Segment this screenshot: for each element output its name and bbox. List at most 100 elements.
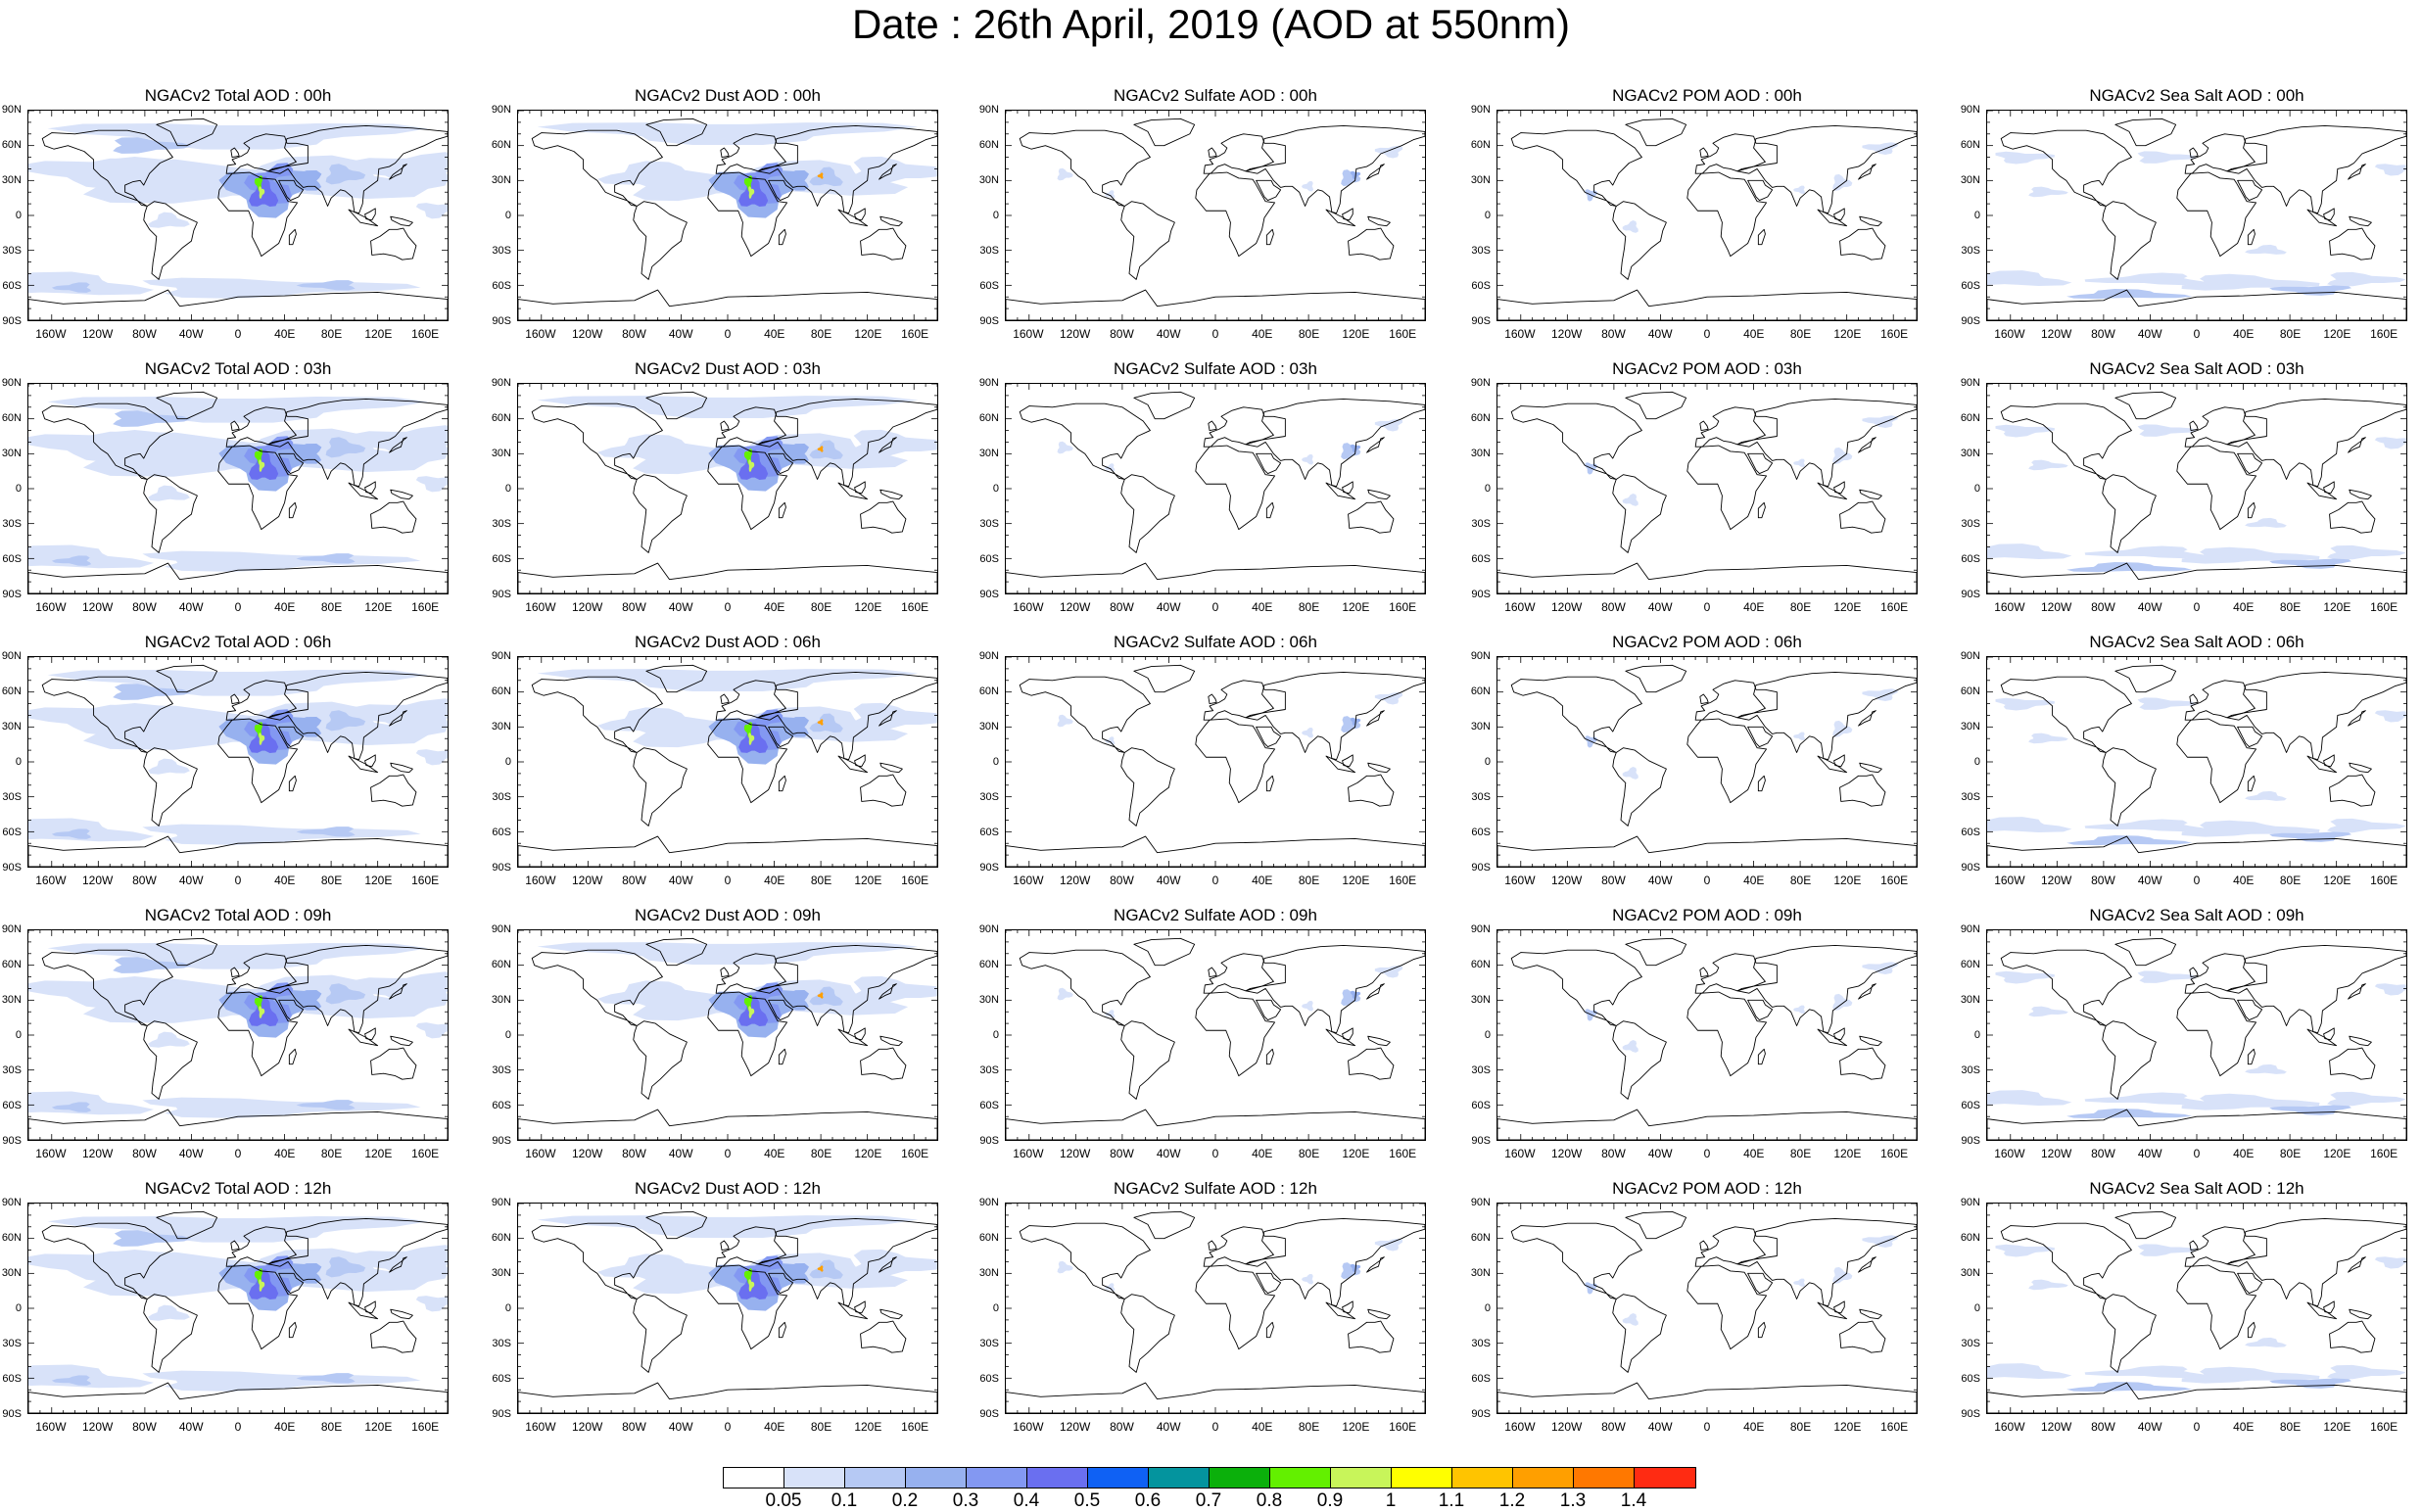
aod-blob [347,1245,448,1283]
lon-label: 160W [1013,1420,1044,1434]
aod-field [1057,418,1403,472]
aod-blob [1995,970,2055,984]
lon-label: 0 [724,874,732,887]
lon-label: 80E [1789,1147,1812,1160]
lon-label: 40E [1743,874,1765,887]
map-ticks [28,657,448,867]
aod-blob [1832,993,1853,1011]
world-map [1005,656,1426,868]
aod-blob [51,828,92,839]
aod-blob [2028,186,2068,198]
coastline-madagascar [288,228,297,246]
coastline-antarctica [518,1382,937,1413]
coastline-arabia [768,179,794,201]
coastline-samerica [2102,1020,2157,1100]
coastlines [518,391,937,593]
coastline-uk [1699,147,1709,159]
lat-label: 30N [491,448,511,459]
coastline-namerica [2000,129,2132,207]
aod-blob [2137,1244,2197,1256]
aod-blob [1995,697,2055,711]
coastline-namerica [531,676,663,753]
lat-label: 60S [492,1100,511,1111]
lat-label: 30N [1,994,22,1006]
lon-label: 80W [132,1420,157,1434]
aod-blob [1792,185,1806,195]
coastline-antarctica [28,1382,448,1413]
aod-blob [47,396,429,423]
coastline-africa [217,445,299,531]
lon-label: 120E [2323,1420,2351,1434]
aod-field [28,396,448,572]
aod-blob [1622,1040,1638,1053]
coastlines [28,937,448,1140]
coastline-newguinea [1859,215,1882,227]
aod-field [537,942,937,1038]
coastline-namerica [531,129,663,207]
coastlines [1497,937,1917,1140]
lat-label: 30N [1960,174,1980,186]
lat-label: 60N [1960,959,1980,970]
coastline-asia [1736,945,1917,1034]
lon-label: 40E [1252,1420,1273,1434]
aod-blob [2327,818,2406,833]
lon-label: 40W [1647,1420,1673,1434]
lat-label: 90N [491,104,511,116]
lon-label: 40E [1743,327,1765,341]
coastline-samerica [2102,747,2157,827]
lat-label: 0 [992,210,999,221]
lat-label: 0 [992,1029,999,1041]
map-ticks [1497,1204,1917,1413]
lon-label: 120E [2323,327,2351,341]
lat-label: 90S [1961,1135,1980,1147]
coastline-europe [2184,953,2267,994]
coastline-australia [1348,227,1395,260]
coastline-japan [1366,1256,1385,1273]
coastline-indonesia [837,755,869,774]
lon-label: 120E [364,874,393,887]
coastline-japan [389,710,407,727]
lon-label: 80W [1110,600,1134,614]
lon-label: 40W [1647,874,1673,887]
aod-blob [1341,169,1361,187]
aod-blob [415,1022,448,1039]
coastline-madagascar [2247,228,2256,246]
lat-label: 0 [1484,1029,1491,1041]
map-ticks [1006,384,1425,593]
coastline-europe [2184,406,2267,448]
lat-label: 60N [1470,412,1491,424]
lon-label: 80E [810,1147,832,1160]
coastline-arabia [1256,179,1282,201]
lat-label: 90S [2,1135,22,1147]
aod-blob [2181,273,2320,291]
aod-blob [2137,151,2197,164]
lon-label: 40W [1156,1147,1181,1160]
lat-label: 90S [2,589,22,600]
world-map [27,656,449,868]
lat-label: 30S [979,1338,999,1349]
coastline-asia [2226,125,2406,214]
colorbar-swatch [1574,1468,1635,1488]
aod-blob [2137,424,2197,437]
lon-label: 80E [320,600,343,614]
lat-label: 60N [1470,685,1491,697]
lon-label: 160E [901,1420,929,1434]
coastline-indonesia [2306,755,2338,774]
coastline-arabia [768,726,794,747]
world-map [1986,383,2407,594]
coastline-antarctica [1987,1382,2406,1413]
aod-blob [296,1373,356,1384]
world-map [1496,383,1918,594]
lat-label: 60N [1960,1232,1980,1244]
coastline-borneo [364,208,376,221]
lon-label: 0 [234,1147,242,1160]
lon-label: 80W [2091,1147,2115,1160]
lat-label: 30N [1,174,22,186]
coastline-greenland [2114,118,2177,147]
aod-blob [1622,220,1638,233]
coastline-arabia [278,179,305,201]
coastline-samerica [2102,474,2157,553]
lat-label: 60N [1,139,22,151]
coastline-arabia [1747,999,1774,1020]
lat-label: 90S [492,315,511,327]
